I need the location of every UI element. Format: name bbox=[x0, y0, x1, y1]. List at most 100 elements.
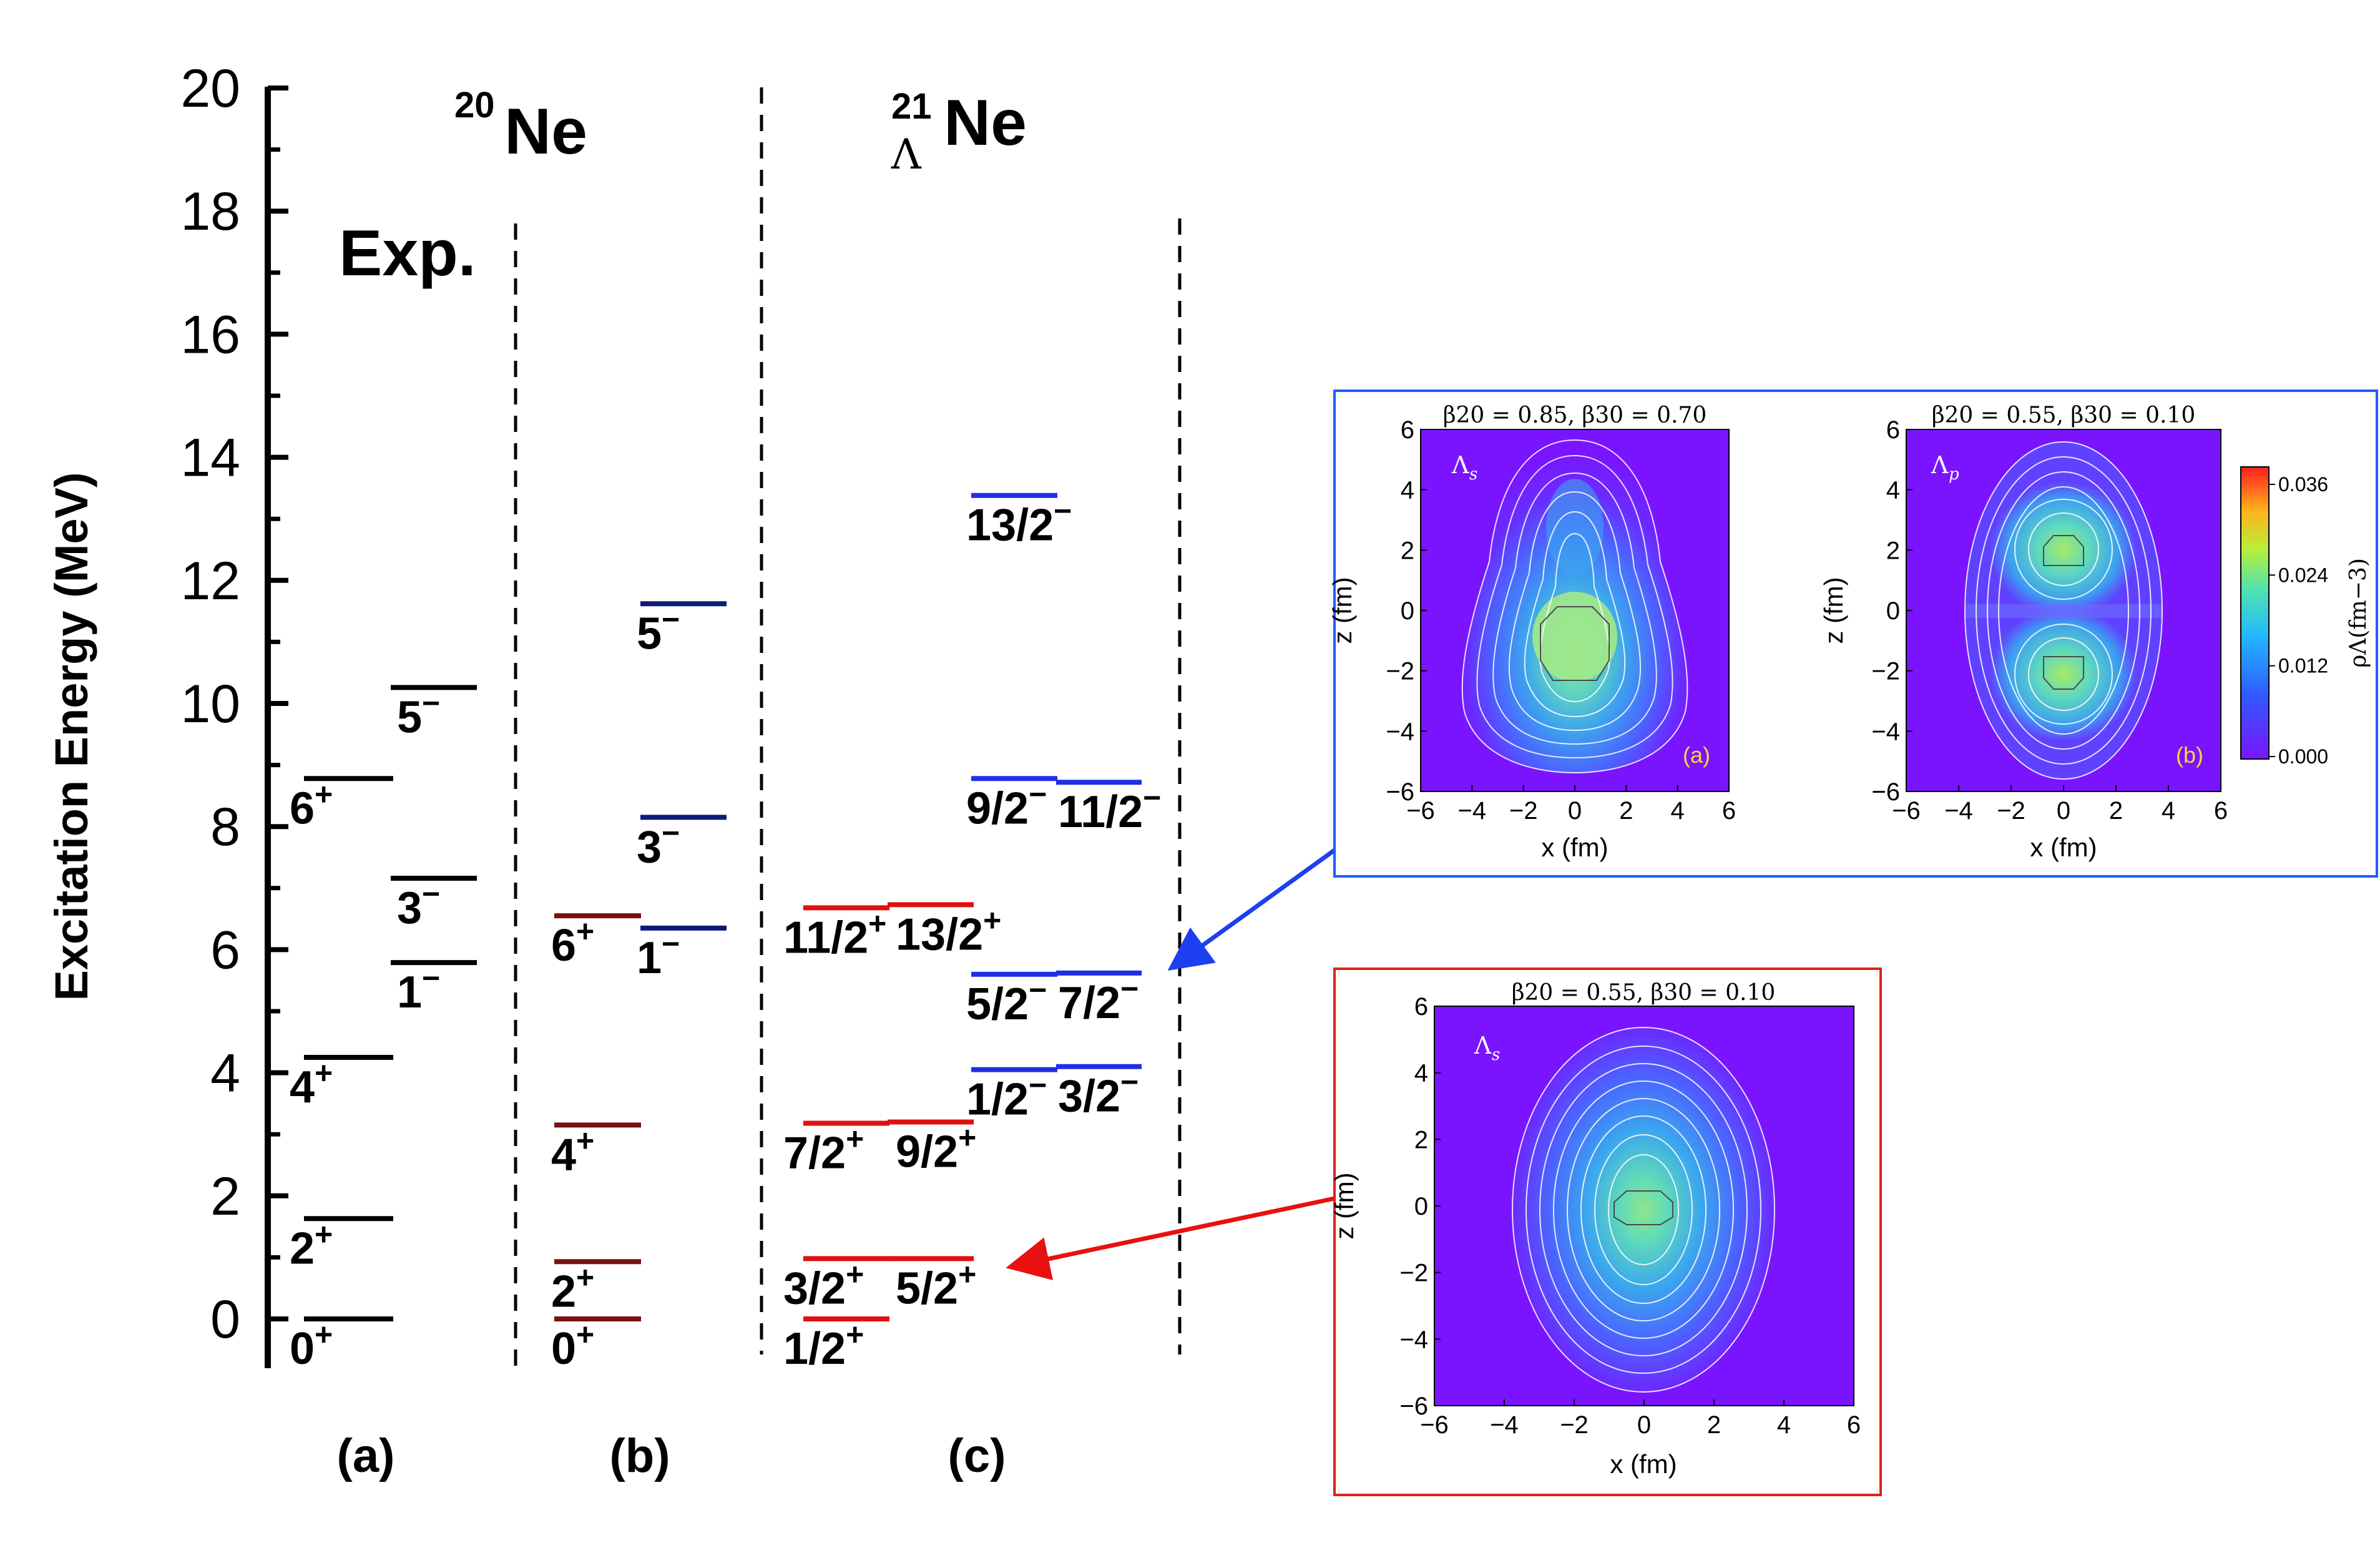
level-label: 1/2− bbox=[966, 1068, 1047, 1125]
subplot-b-contours bbox=[1964, 441, 2163, 780]
level-spin: 5/2 bbox=[896, 1263, 958, 1313]
subplot-b-state-sub: p bbox=[1949, 465, 1959, 484]
nucleus-21-symbol: Ne bbox=[944, 87, 1027, 159]
subplot-c-ylabel: z (fm) bbox=[1330, 1172, 1359, 1239]
y-tick-label: −6 bbox=[1386, 778, 1414, 806]
x-tick-label: 2 bbox=[1619, 797, 1633, 825]
x-tick-label: −6 bbox=[1420, 1411, 1449, 1439]
level-label: 7/2+ bbox=[783, 1121, 864, 1178]
level-parity: − bbox=[1120, 971, 1139, 1006]
nucleus-20-mass: 20 bbox=[454, 85, 495, 125]
panel-label-b: (b) bbox=[609, 1429, 670, 1482]
nucleus-20-symbol: Ne bbox=[504, 96, 587, 168]
colorbar: 0.036 0.024 0.012 0.000 ρΛ(fm−3) bbox=[2240, 466, 2371, 768]
subplot-a-tag: (a) bbox=[1683, 742, 1710, 768]
level-label: 3/2+ bbox=[783, 1257, 864, 1313]
level-label: 2+ bbox=[551, 1260, 594, 1316]
colorbar-tick-label: 0.012 bbox=[2278, 655, 2328, 677]
subplot-b-inner-contour-top bbox=[2043, 535, 2084, 566]
y-tick-label: 4 bbox=[1401, 477, 1414, 504]
subplot-c-xlabel: x (fm) bbox=[1610, 1449, 1677, 1479]
level-spin: 1 bbox=[397, 967, 422, 1017]
level-label: 1− bbox=[637, 926, 680, 983]
y-tick-label: 10 bbox=[180, 674, 240, 734]
level-parity: − bbox=[662, 926, 680, 961]
level-lines bbox=[304, 492, 1142, 1321]
level-spin: 7/2 bbox=[1058, 978, 1120, 1028]
level-parity: − bbox=[662, 815, 680, 850]
y-tick-label: 20 bbox=[180, 59, 240, 119]
y-tick-label: −4 bbox=[1399, 1326, 1428, 1353]
x-tick-label: 6 bbox=[1847, 1411, 1861, 1439]
level-label: 11/2+ bbox=[783, 906, 886, 963]
level-spin: 4 bbox=[551, 1130, 576, 1180]
level-parity: + bbox=[868, 906, 886, 941]
subplot-c-title: β20 = 0.55, β30 = 0.10 bbox=[1512, 980, 1776, 1006]
y-tick-label: −4 bbox=[1871, 718, 1900, 745]
x-tick-label: 4 bbox=[1777, 1411, 1791, 1439]
y-tick-labels: 0 2 4 6 8 10 12 14 16 18 20 bbox=[180, 59, 240, 1350]
subplot-a-title: β20 = 0.85, β30 = 0.70 bbox=[1443, 403, 1707, 428]
level-label: 5− bbox=[397, 685, 440, 742]
level-parity: + bbox=[983, 903, 1001, 938]
level-spin: 0 bbox=[551, 1324, 576, 1374]
y-tick-label: −2 bbox=[1399, 1260, 1428, 1287]
level-parity: − bbox=[422, 961, 440, 996]
arrow-blue bbox=[1167, 848, 1336, 971]
x-tick-label: −4 bbox=[1458, 797, 1487, 825]
density-subplot-a: β20 = 0.85, β30 = 0.70 Λ s (a) −6−6−4−4−… bbox=[1328, 403, 1736, 862]
level-parity: + bbox=[315, 1217, 333, 1252]
level-label: 9/2− bbox=[966, 776, 1047, 833]
level-parity: + bbox=[958, 1120, 976, 1155]
level-spin: 1/2 bbox=[966, 1075, 1029, 1125]
y-tick-label: 2 bbox=[210, 1167, 240, 1227]
exp-label: Exp. bbox=[339, 217, 476, 290]
level-label: 7/2− bbox=[1058, 971, 1139, 1028]
panel-label-c: (c) bbox=[948, 1429, 1006, 1482]
subplot-b-ylabel: z (fm) bbox=[1819, 577, 1848, 644]
level-parity: + bbox=[846, 1121, 864, 1156]
level-parity: + bbox=[576, 1260, 594, 1295]
level-parity: − bbox=[1029, 1068, 1047, 1103]
x-tick-label: 2 bbox=[2109, 797, 2123, 825]
y-axis-label: Excitation Energy (MeV) bbox=[46, 472, 97, 1001]
subplot-c-density bbox=[1512, 1027, 1775, 1392]
x-tick-label: 2 bbox=[1707, 1411, 1721, 1439]
level-spin: 9/2 bbox=[966, 783, 1029, 833]
colorbar-label: ρΛ(fm−3) bbox=[2346, 558, 2371, 668]
level-spin: 0 bbox=[290, 1324, 315, 1374]
level-label: 11/2− bbox=[1058, 780, 1161, 837]
y-tick-label: 0 bbox=[1401, 597, 1414, 625]
level-label: 6+ bbox=[290, 776, 333, 833]
nucleus-20-title: 20 Ne bbox=[454, 85, 587, 168]
y-tick-label: 16 bbox=[180, 305, 240, 365]
level-label: 5/2+ bbox=[896, 1257, 976, 1313]
level-labels: 0+2+4+6+1−3−5−0+2+4+6+1−3−5−1/2+3/2+7/2+… bbox=[290, 494, 1161, 1374]
subplot-a-inner-contour bbox=[1540, 606, 1610, 681]
level-label: 4+ bbox=[290, 1056, 333, 1112]
level-spin: 11/2 bbox=[783, 913, 868, 963]
y-tick-label: −6 bbox=[1871, 778, 1900, 806]
y-tick-label: 2 bbox=[1886, 537, 1900, 564]
subplot-b-ticks: −6−6 −4 −4 −2 −2 0 0 2 2 4 4 6 6 bbox=[1871, 416, 2228, 825]
y-tick-label: −2 bbox=[1386, 658, 1414, 685]
colorbar-tick-label: 0.036 bbox=[2278, 473, 2328, 496]
level-parity: + bbox=[846, 1317, 864, 1352]
level-label: 2+ bbox=[290, 1217, 333, 1273]
level-parity: + bbox=[315, 1317, 333, 1352]
y-tick-label: 0 bbox=[1886, 597, 1900, 625]
y-tick-label: 4 bbox=[1886, 477, 1900, 504]
level-spin: 5/2 bbox=[966, 979, 1029, 1029]
level-parity: − bbox=[1054, 494, 1072, 529]
level-parity: − bbox=[1029, 972, 1047, 1007]
level-parity: − bbox=[1029, 776, 1047, 811]
level-label: 1/2+ bbox=[783, 1317, 864, 1374]
level-spin: 11/2 bbox=[1058, 787, 1143, 837]
subplot-b-title: β20 = 0.55, β30 = 0.10 bbox=[1932, 403, 2196, 428]
density-subplot-b: β20 = 0.55, β30 = 0.10 Λ p (b) −6−6−4−4−… bbox=[1819, 403, 2228, 862]
x-tick-label: −4 bbox=[1944, 797, 1973, 825]
level-label: 5/2− bbox=[966, 972, 1047, 1029]
y-tick-label: 6 bbox=[1886, 416, 1900, 444]
level-label: 5− bbox=[637, 602, 680, 659]
